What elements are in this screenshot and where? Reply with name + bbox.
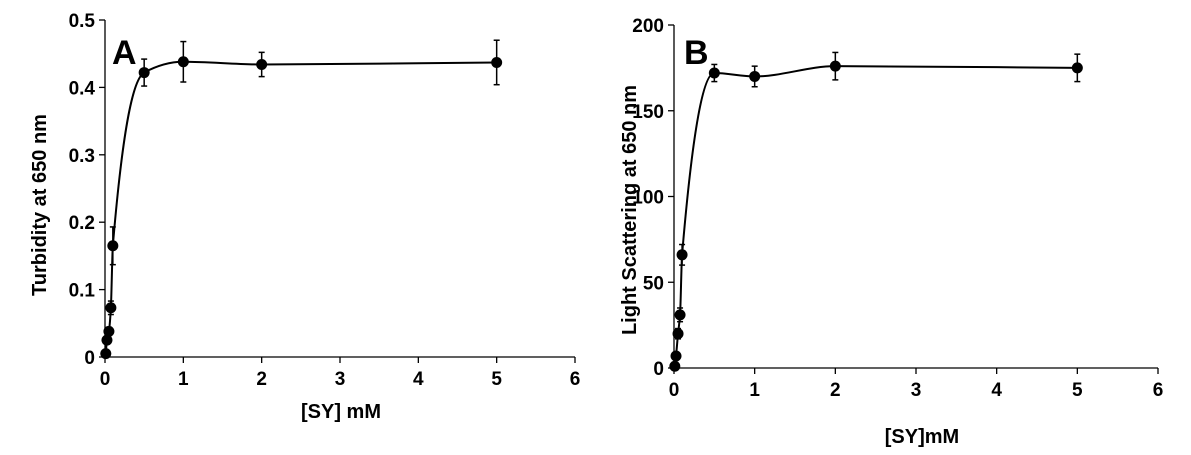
x-tick-label: 2: [256, 369, 267, 390]
y-axis-title: Turbidity at 650 nm: [29, 114, 51, 296]
data-point: [138, 67, 150, 79]
data-point: [100, 348, 112, 360]
data-point: [672, 328, 684, 340]
y-tick-label: 0: [653, 359, 664, 380]
data-point: [1071, 62, 1083, 74]
y-tick-label: 100: [632, 188, 664, 209]
panel-label: A: [112, 34, 137, 72]
series-line: [104, 60, 497, 354]
x-tick-label: 0: [100, 369, 111, 390]
x-tick-label: 5: [1072, 380, 1083, 401]
x-tick-label: 3: [335, 369, 346, 390]
series-line: [673, 65, 1078, 367]
y-axis-title: Light Scattering at 650 nm: [619, 85, 641, 335]
x-tick-label: 1: [178, 369, 189, 390]
data-point: [749, 70, 761, 82]
data-point: [829, 60, 841, 72]
x-axis-title: [SY]mM: [885, 426, 959, 448]
x-tick-label: 4: [413, 369, 424, 390]
x-tick-label: 4: [991, 380, 1002, 401]
y-tick-label: 150: [632, 102, 664, 123]
data-point: [256, 58, 268, 70]
y-tick-label: 50: [643, 273, 664, 294]
data-point: [105, 302, 117, 314]
y-tick-label: 0.2: [69, 213, 95, 234]
y-tick-label: 0.4: [69, 78, 96, 99]
y-tick-label: 200: [632, 16, 664, 37]
data-point: [107, 240, 119, 252]
data-point: [177, 56, 189, 68]
panel-label: B: [684, 34, 709, 72]
y-tick-label: 0.3: [69, 146, 95, 167]
data-point: [670, 350, 682, 362]
data-point: [669, 360, 681, 372]
data-point: [676, 249, 688, 261]
data-point: [491, 56, 503, 68]
chart-panel-b: B Light Scattering at 650 nm [SY]mM 0501…: [619, 16, 1163, 448]
x-tick-label: 3: [911, 380, 922, 401]
x-tick-label: 5: [491, 369, 502, 390]
y-tick-label: 0.5: [69, 11, 96, 32]
x-tick-label: 2: [830, 380, 841, 401]
y-tick-label: 0: [84, 348, 95, 369]
data-point: [674, 309, 686, 321]
x-tick-label: 6: [570, 369, 581, 390]
chart-panel-a: A Turbidity at 650 nm [SY] mM 0 0.1 0.2 0.3…: [29, 11, 580, 423]
data-point: [708, 67, 720, 79]
data-point: [103, 325, 115, 337]
y-tick-label: 0.1: [69, 281, 96, 302]
data-point: [101, 334, 113, 346]
x-axis-title: [SY] mM: [301, 401, 381, 423]
x-tick-label: 1: [749, 380, 760, 401]
x-tick-label: 0: [669, 380, 680, 401]
x-tick-label: 6: [1153, 380, 1164, 401]
